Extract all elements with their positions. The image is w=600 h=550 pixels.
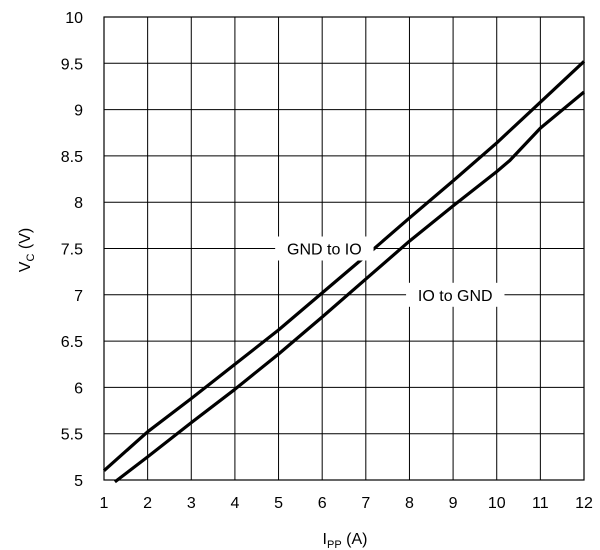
x-tick-label: 12 xyxy=(575,495,593,512)
x-tick-label: 7 xyxy=(361,495,370,512)
y-tick-label: 7 xyxy=(74,288,83,305)
x-tick-label: 9 xyxy=(449,495,458,512)
y-tick-label: 8 xyxy=(74,195,83,212)
y-tick-label: 5 xyxy=(74,473,83,490)
x-tick-label: 10 xyxy=(488,495,506,512)
y-tick-label: 9.5 xyxy=(61,56,83,73)
x-tick-label: 1 xyxy=(100,495,109,512)
series-line-2 xyxy=(113,90,586,484)
annotation-label: IO to GND xyxy=(418,288,493,305)
y-tick-label: 10 xyxy=(65,10,83,27)
series-line-1 xyxy=(102,60,586,472)
series-lines xyxy=(102,60,586,484)
annotation-label: GND to IO xyxy=(287,242,362,259)
plot-frame xyxy=(103,16,585,481)
y-tick-label: 8.5 xyxy=(61,149,83,166)
y-tick-label: 6 xyxy=(74,380,83,397)
annotation-background xyxy=(275,236,374,261)
x-tick-label: 4 xyxy=(230,495,239,512)
x-tick-label: 11 xyxy=(532,495,549,512)
y-tick-label: 5.5 xyxy=(61,427,83,444)
annotation-background xyxy=(406,282,505,307)
y-tick-label: 7.5 xyxy=(61,242,83,259)
x-tick-label: 3 xyxy=(187,495,196,512)
x-tick-label: 6 xyxy=(318,495,327,512)
x-tick-label: 5 xyxy=(274,495,283,512)
y-tick-label: 9 xyxy=(74,103,83,120)
x-axis-label: IPP (A) xyxy=(323,531,368,550)
y-axis-label: VC (V) xyxy=(17,228,37,272)
annotations: GND to IO IO to GND xyxy=(275,236,505,307)
x-tick-label: 8 xyxy=(405,495,414,512)
x-tick-label: 2 xyxy=(143,495,152,512)
y-tick-label: 6.5 xyxy=(61,334,83,351)
